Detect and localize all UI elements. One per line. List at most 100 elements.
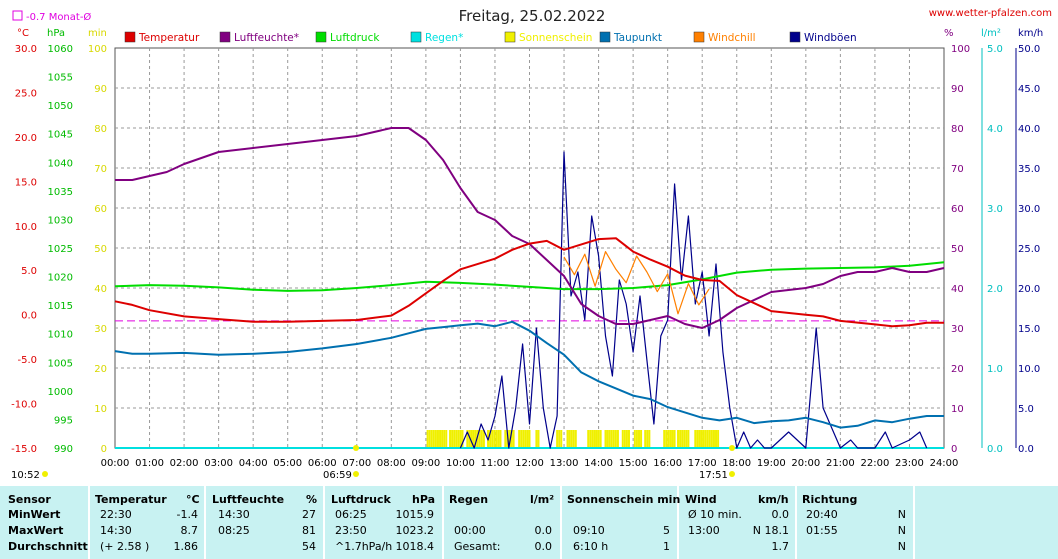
stat-wind-value: 1.7 <box>771 540 790 553</box>
x-tick-label: 19:00 <box>757 458 786 469</box>
x-tick-label: 08:00 <box>377 458 406 469</box>
x-tick-label: 17:00 <box>688 458 717 469</box>
axis-tick-labels: 00:00 01:00 02:00 03:00 04:00 05:00 06:00 07:00… <box>11 44 1040 469</box>
legend-label: Luftdruck <box>330 32 380 44</box>
legend-label: Windchill <box>708 32 756 44</box>
stat-press-value: 1023.2 <box>395 524 435 537</box>
sun-tick-label: 60 <box>94 204 107 215</box>
plot-area <box>114 127 945 449</box>
hum-tick-label: 60 <box>951 204 964 215</box>
start-time-label: 10:52 <box>11 470 40 481</box>
x-tick-label: 05:00 <box>273 458 302 469</box>
x-tick-label: 12:00 <box>515 458 544 469</box>
sun-tick-label: 100 <box>88 44 107 55</box>
legend-label: Regen* <box>425 32 463 44</box>
sun-unit-label: min <box>88 28 107 39</box>
column-separator <box>913 486 915 559</box>
rain-tick-label: 4.0 <box>987 124 1003 135</box>
stat-temp-time: (+ 2.58 ) <box>100 540 150 553</box>
legend-label: Sonnenschein <box>519 32 592 44</box>
x-tick-label: 15:00 <box>619 458 648 469</box>
wind-unit-label: km/h <box>1018 28 1043 39</box>
hum-tick-label: 50 <box>951 244 964 255</box>
wind-tick-label: 20.0 <box>1018 284 1040 295</box>
sunrise-icon <box>353 471 359 477</box>
pressure-tick-label: 1055 <box>48 73 73 84</box>
pressure-tick-label: 1060 <box>48 44 73 55</box>
wind-tick-label: 5.0 <box>1018 404 1034 415</box>
x-tick-label: 10:00 <box>446 458 475 469</box>
hum-tick-label: 70 <box>951 164 964 175</box>
x-tick-label: 11:00 <box>481 458 510 469</box>
stat-dir-value: N <box>897 524 906 537</box>
header-rain: Regen <box>449 493 489 506</box>
sun-tick-label: 30 <box>94 324 107 335</box>
column-separator <box>442 486 444 559</box>
rain-unit-label: l/m² <box>981 28 1001 39</box>
legend-swatch <box>599 31 611 43</box>
stat-temp-value: 1.86 <box>173 540 199 553</box>
grid <box>114 47 1017 449</box>
hum-tick-label: 20 <box>951 364 964 375</box>
stat-row-label: Durchschnitt <box>8 540 88 553</box>
sunset-time-label: 17:51 <box>699 470 728 481</box>
pressure-tick-label: 1050 <box>48 101 73 112</box>
column-separator <box>560 486 562 559</box>
stat-temp-value: 8.7 <box>180 524 199 537</box>
stat-rain-time: Gesamt: <box>454 540 501 553</box>
series-line-luftdruck <box>114 261 945 292</box>
sun-tick-label: 70 <box>94 164 107 175</box>
wind-tick-label: 45.0 <box>1018 84 1040 95</box>
monthly-avg-label: -0.7 Monat-Ø <box>26 11 91 23</box>
pressure-tick-label: 1035 <box>48 187 73 198</box>
pressure-tick-label: 1040 <box>48 158 73 169</box>
stat-temp-time: 14:30 <box>100 524 132 537</box>
statistics-table: Sensor Temperatur °C Luftfeuchte % Luftd… <box>0 486 1058 559</box>
column-separator <box>677 486 679 559</box>
chart-title: Freitag, 25.02.2022 <box>459 7 606 25</box>
header-wind-unit: km/h <box>758 493 789 506</box>
stat-press-time: 23:50 <box>335 524 367 537</box>
x-tick-label: 00:00 <box>101 458 130 469</box>
wind-tick-label: 10.0 <box>1018 364 1040 375</box>
header-press-unit: hPa <box>412 493 436 506</box>
x-tick-label: 07:00 <box>342 458 371 469</box>
hum-unit-label: % <box>944 28 954 39</box>
wind-tick-label: 25.0 <box>1018 244 1040 255</box>
rain-tick-label: 3.0 <box>987 204 1003 215</box>
pressure-tick-label: 1015 <box>48 301 73 312</box>
header-temp: Temperatur <box>95 493 167 506</box>
monthly-avg-marker <box>12 10 23 21</box>
pressure-tick-label: 1045 <box>48 130 73 141</box>
stat-press-time: ^1.7hPa/h <box>335 540 393 553</box>
temp-unit-label: °C <box>17 28 29 39</box>
x-tick-label: 13:00 <box>550 458 579 469</box>
sunset-icon <box>729 471 735 477</box>
stat-sun-value: 5 <box>663 524 670 537</box>
stat-wind-value: N 18.1 <box>752 524 789 537</box>
temp-tick-label: 0.0 <box>21 311 37 322</box>
series-line-temperatur <box>114 237 944 328</box>
x-tick-label: 03:00 <box>204 458 233 469</box>
series-line-taupunkt <box>114 320 944 429</box>
wind-tick-label: 50.0 <box>1018 44 1040 55</box>
sun-tick-label: 0 <box>101 444 107 455</box>
sunrise-time-label: 06:59 <box>323 470 352 481</box>
hum-tick-label: 80 <box>951 124 964 135</box>
stat-hum-value: 81 <box>302 524 316 537</box>
hum-tick-label: 100 <box>951 44 970 55</box>
stat-dir-time: 20:40 <box>806 508 838 521</box>
legend: Temperatur Luftfeuchte* Luftdruck Regen* Son… <box>124 31 857 44</box>
temp-tick-label: -15.0 <box>11 444 37 455</box>
site-link[interactable]: www.wetter-pfalzen.com <box>929 8 1052 19</box>
stat-dir-value: N <box>897 540 906 553</box>
series-line-luftfeuchte <box>115 127 945 329</box>
pressure-tick-label: 1010 <box>48 330 73 341</box>
legend-label: Windböen <box>804 32 857 44</box>
x-tick-label: 23:00 <box>895 458 924 469</box>
series-line-windchill <box>563 251 710 315</box>
sun-tick-label: 10 <box>94 404 107 415</box>
wind-tick-label: 15.0 <box>1018 324 1040 335</box>
legend-swatch <box>504 31 516 43</box>
sunrise-axis-icon <box>353 445 359 451</box>
